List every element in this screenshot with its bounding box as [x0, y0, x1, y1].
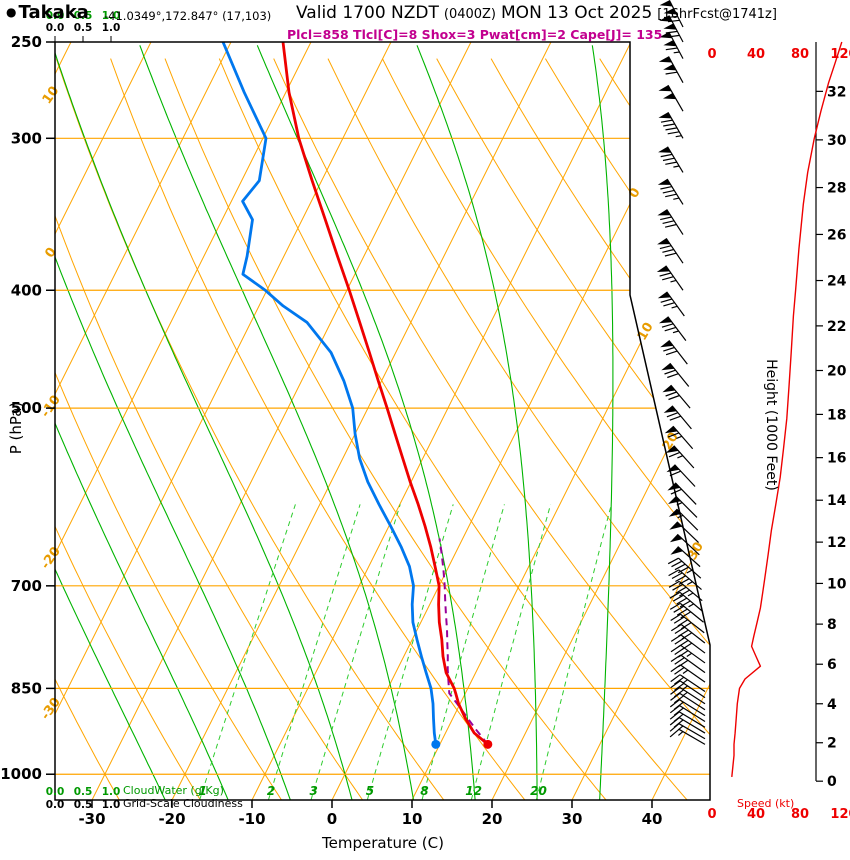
svg-text:0.0: 0.0	[46, 799, 65, 811]
svg-text:1.0: 1.0	[102, 799, 121, 811]
svg-text:1.0: 1.0	[102, 10, 121, 22]
svg-text:0: 0	[626, 186, 644, 201]
svg-text:10: 10	[40, 84, 63, 107]
svg-text:22: 22	[827, 319, 846, 335]
svg-text:10: 10	[402, 810, 423, 828]
svg-text:14: 14	[827, 493, 847, 509]
station-coords: -41.0349°,172.847° (17,103)	[104, 9, 272, 23]
svg-text:700: 700	[11, 577, 42, 595]
speed-axis-title: Speed (kt)	[737, 797, 795, 810]
svg-text:0.0: 0.0	[46, 786, 65, 798]
valid-zulu: (0400Z)	[443, 7, 497, 22]
svg-text:0.5: 0.5	[74, 22, 93, 34]
svg-text:40: 40	[747, 807, 765, 822]
svg-text:30: 30	[562, 810, 583, 828]
svg-text:80: 80	[791, 47, 809, 62]
pressure-axis-title: P (hPa)	[7, 401, 25, 455]
profiles	[221, 42, 493, 749]
svg-text:32: 32	[827, 84, 846, 100]
svg-text:0: 0	[707, 47, 716, 62]
height-axis-title: Height (1000 Feet)	[763, 359, 779, 491]
svg-text:40: 40	[747, 47, 765, 62]
svg-text:0: 0	[707, 807, 716, 822]
valid-time: Valid 1700 NZDT (0400Z) MON 13 Oct 2025 [16…	[296, 3, 782, 23]
svg-text:20: 20	[827, 363, 847, 379]
dewpoint-curve	[221, 42, 438, 745]
svg-text:26: 26	[827, 227, 846, 243]
svg-text:1: 1	[198, 784, 206, 798]
svg-text:0.0: 0.0	[46, 22, 65, 34]
svg-text:500: 500	[11, 399, 42, 417]
svg-text:0.5: 0.5	[74, 786, 93, 798]
svg-text:1000: 1000	[0, 765, 42, 783]
svg-text:5: 5	[366, 784, 374, 798]
svg-text:8: 8	[827, 617, 837, 633]
svg-text:-30: -30	[78, 810, 105, 828]
temperature-axis-title: Temperature (C)	[322, 834, 444, 852]
svg-text:0.0: 0.0	[46, 10, 65, 22]
temperature-curve	[281, 42, 489, 746]
svg-text:4: 4	[827, 697, 837, 713]
svg-text:400: 400	[11, 281, 42, 299]
svg-text:-20: -20	[158, 810, 185, 828]
dry-adiabat-labels: 10 0 -10 -20 -30	[38, 84, 64, 723]
svg-text:-10: -10	[238, 810, 265, 828]
svg-text:300: 300	[11, 129, 42, 147]
svg-text:24: 24	[827, 274, 847, 290]
plot-border	[54, 41, 711, 801]
speed-profile-curve	[731, 41, 843, 777]
background-grid	[55, 42, 710, 800]
svg-text:-10: -10	[38, 393, 64, 421]
svg-text:28: 28	[827, 181, 846, 197]
svg-text:30: 30	[827, 133, 847, 149]
svg-text:40: 40	[642, 810, 663, 828]
svg-text:250: 250	[11, 33, 42, 51]
cloudwater-scale-title: CloudWater (g/Kg)	[123, 784, 224, 797]
svg-text:120: 120	[830, 47, 850, 62]
svg-text:1.0: 1.0	[102, 22, 121, 34]
svg-text:12: 12	[465, 784, 482, 798]
svg-text:850: 850	[11, 679, 42, 697]
svg-text:1.0: 1.0	[102, 786, 121, 798]
svg-text:3: 3	[309, 784, 317, 798]
svg-text:10: 10	[827, 576, 847, 592]
mixing-ratio-labels: 1 2 3 5 8 12 20	[198, 784, 547, 798]
svg-text:20: 20	[530, 784, 547, 798]
svg-text:2: 2	[267, 784, 275, 798]
svg-text:0.5: 0.5	[74, 799, 93, 811]
valid-main: Valid 1700 NZDT	[296, 3, 439, 23]
svg-text:16: 16	[827, 451, 846, 467]
svg-text:0: 0	[327, 810, 337, 828]
svg-text:80: 80	[791, 807, 809, 822]
valid-date: MON 13 Oct 2025	[501, 3, 653, 23]
svg-text:0: 0	[42, 245, 59, 261]
svg-text:-30: -30	[38, 695, 64, 723]
svg-text:20: 20	[482, 810, 503, 828]
svg-text:6: 6	[827, 657, 837, 673]
svg-text:8: 8	[420, 784, 428, 798]
station-bullet-icon: ●	[6, 5, 17, 19]
sounding-indices: Plcl=858 Tlcl[C]=8 Shox=3 Pwat[cm]=2 Cap…	[287, 27, 663, 42]
surface-dewpoint-dot	[431, 739, 441, 749]
svg-text:0: 0	[827, 774, 837, 790]
wind-barbs	[656, 0, 706, 745]
station-title: ● Takaka	[6, 2, 89, 23]
svg-text:-20: -20	[38, 544, 64, 572]
svg-text:2: 2	[827, 736, 837, 752]
surface-temp-dot	[483, 739, 493, 749]
svg-text:0.5: 0.5	[74, 10, 93, 22]
svg-text:12: 12	[827, 535, 846, 551]
svg-text:18: 18	[827, 407, 846, 423]
svg-text:120: 120	[830, 807, 850, 822]
station-name: Takaka	[18, 2, 89, 23]
cloudiness-scale-title: Grid-Scale Cloudiness	[123, 797, 243, 810]
forecast-hour: [16hrFcst@1741z]	[657, 7, 777, 22]
